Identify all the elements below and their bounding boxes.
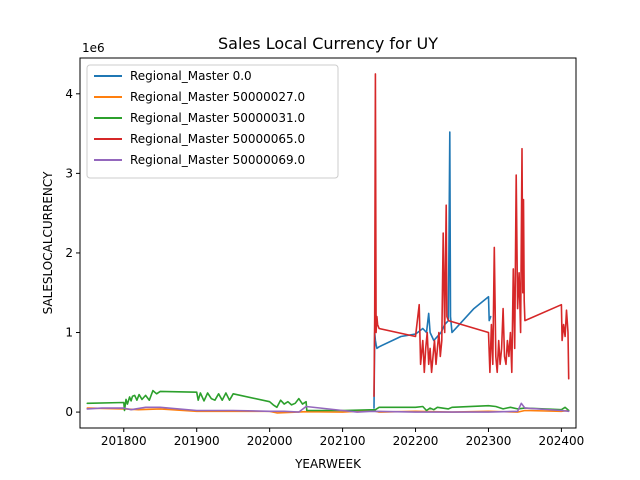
legend-entry-4: Regional_Master 50000069.0 xyxy=(130,153,305,167)
x-tick-label: 201800 xyxy=(101,434,147,448)
x-tick-label: 202200 xyxy=(393,434,439,448)
legend-entry-0: Regional_Master 0.0 xyxy=(130,69,252,83)
x-tick-label: 202300 xyxy=(466,434,512,448)
y-axis-label: SALESLOCALCURRENCY xyxy=(41,171,55,314)
legend-entry-1: Regional_Master 50000027.0 xyxy=(130,90,305,104)
x-axis-label: YEARWEEK xyxy=(294,457,362,471)
x-tick-label: 201900 xyxy=(174,434,220,448)
chart-title: Sales Local Currency for UY xyxy=(218,34,438,53)
series-line-4 xyxy=(86,402,570,413)
y-tick-label: 4 xyxy=(65,87,73,101)
x-tick-label: 202400 xyxy=(539,434,585,448)
y-axis-ticks: 0 1 2 3 4 xyxy=(65,87,80,419)
y-multiplier-label: 1e6 xyxy=(82,41,105,55)
legend: Regional_Master 0.0 Regional_Master 50000… xyxy=(86,64,339,179)
y-tick-label: 1 xyxy=(65,326,73,340)
x-axis-ticks: 201800 201900 202000 202100 202200 202300 2024… xyxy=(101,428,584,448)
legend-entry-2: Regional_Master 50000031.0 xyxy=(130,111,305,125)
y-tick-label: 0 xyxy=(65,405,73,419)
y-tick-label: 2 xyxy=(65,246,73,260)
series-line-3 xyxy=(373,73,570,398)
legend-box xyxy=(86,64,339,179)
x-tick-label: 202100 xyxy=(320,434,366,448)
y-tick-label: 3 xyxy=(65,166,73,180)
plot-frame xyxy=(79,57,577,429)
plot-area xyxy=(86,73,570,414)
series-line-2 xyxy=(86,389,570,412)
x-tick-label: 202000 xyxy=(247,434,293,448)
legend-entry-3: Regional_Master 50000065.0 xyxy=(130,132,305,146)
